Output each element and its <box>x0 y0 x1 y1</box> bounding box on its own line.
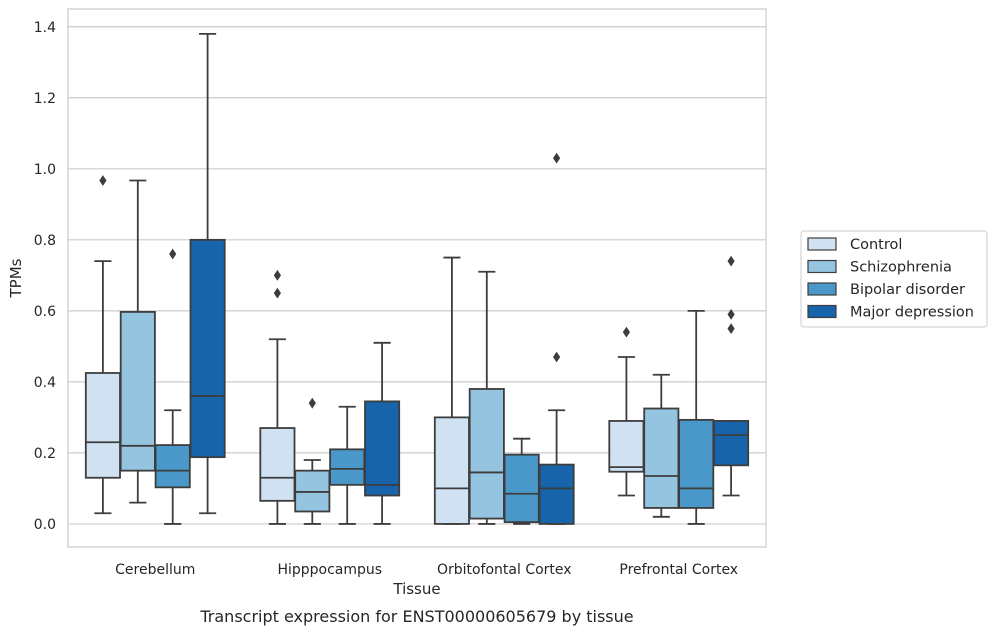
box-iqr <box>678 418 715 509</box>
x-tick-label: Orbitofontal Cortex <box>437 562 572 578</box>
y-tick-label: 0.0 <box>34 517 56 533</box>
box-bipolar-disorder <box>678 309 715 525</box>
y-tick-labels: 0.0 0.2 0.4 0.6 0.8 1.0 1.2 1.4 <box>34 20 56 533</box>
chart-caption: Transcript expression for ENST0000060567… <box>199 607 633 626</box>
legend-swatch <box>807 282 837 296</box>
box-bipolar-disorder <box>329 405 366 525</box>
legend-swatch <box>807 304 837 319</box>
y-tick-label: 0.8 <box>34 233 56 249</box>
legend-label: Major depression <box>850 305 974 321</box>
y-tick-label: 1.0 <box>34 162 56 178</box>
x-tick-label: Hipppocampus <box>277 562 382 578</box>
outlier-point <box>169 248 177 260</box>
legend: Control Schizophrenia Bipolar disorder Majo… <box>800 230 988 328</box>
x-tick-label: Prefrontal Cortex <box>619 562 738 578</box>
legend-frame <box>800 230 988 328</box>
legend-label: Control <box>850 237 902 253</box>
box-control <box>433 256 470 525</box>
y-axis-title: TPMs <box>7 258 25 298</box>
box-control <box>84 175 121 515</box>
outlier-point <box>727 255 735 267</box>
legend-label: Schizophrenia <box>850 260 952 276</box>
outlier-point <box>99 175 107 186</box>
x-tick-labels: Cerebellum Hipppocampus Orbitofontal Corte… <box>115 562 738 578</box>
x-axis-title: Tissue <box>392 580 440 598</box>
box-major-depression <box>713 255 750 497</box>
box-iqr <box>538 463 575 525</box>
box-iqr <box>433 416 470 525</box>
box-iqr <box>84 372 121 479</box>
box-iqr <box>608 420 645 473</box>
y-tick-label: 1.4 <box>34 20 56 36</box>
box-series <box>84 32 750 525</box>
box-schizophrenia <box>119 179 156 504</box>
plot-frame <box>67 8 767 548</box>
box-control <box>608 326 645 497</box>
box-major-depression <box>364 341 401 525</box>
legend-swatch <box>807 259 837 274</box>
outlier-point <box>553 152 561 164</box>
box-iqr <box>503 453 540 524</box>
box-control <box>259 269 296 525</box>
outlier-point <box>553 351 561 363</box>
outlier-point <box>273 269 281 281</box>
box-iqr <box>643 407 680 509</box>
box-iqr <box>189 238 226 459</box>
y-tick-label: 1.2 <box>34 91 56 107</box>
outlier-point <box>622 326 630 338</box>
box-iqr <box>259 427 296 502</box>
y-tick-label: 0.4 <box>34 375 56 391</box>
y-tick-label: 0.2 <box>34 446 56 462</box>
box-iqr <box>468 388 505 520</box>
x-tick-label: Cerebellum <box>115 562 195 578</box>
box-iqr <box>119 311 156 472</box>
box-iqr <box>329 448 366 486</box>
box-bipolar-disorder <box>154 248 191 525</box>
legend-swatch <box>807 237 837 251</box>
box-iqr <box>364 400 401 497</box>
box-iqr <box>154 444 191 489</box>
box-schizophrenia <box>468 270 505 525</box>
box-major-depression <box>189 32 226 515</box>
outlier-point <box>273 287 281 299</box>
box-bipolar-disorder <box>503 437 540 525</box>
outlier-point <box>727 323 735 335</box>
outlier-point <box>727 308 735 320</box>
y-tick-label: 0.6 <box>34 304 56 320</box>
legend-label: Bipolar disorder <box>850 282 965 298</box>
box-iqr <box>713 420 750 467</box>
outlier-point <box>308 397 316 409</box>
box-schizophrenia <box>294 397 331 525</box>
box-major-depression <box>538 152 575 525</box>
box-schizophrenia <box>643 373 680 518</box>
